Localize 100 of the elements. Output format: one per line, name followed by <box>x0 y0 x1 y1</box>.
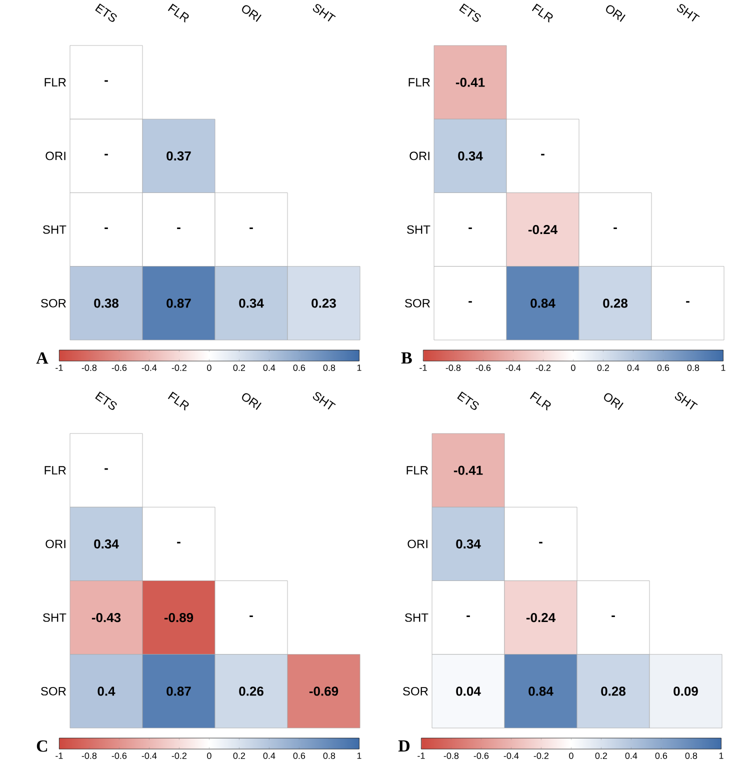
color-bar-label: -0.8 <box>444 752 459 759</box>
y-tick-label: FLR <box>44 466 66 474</box>
color-bar-label: 0.8 <box>323 752 336 759</box>
color-bar-label: -0.4 <box>142 752 157 759</box>
color-bar-label: 0.2 <box>233 364 245 371</box>
data-label: 0.34 <box>456 539 481 549</box>
color-bar-label: -0.8 <box>82 752 97 759</box>
y-tick-label: FLR <box>408 78 430 86</box>
color-bar-label: 0.6 <box>655 752 668 759</box>
y-tick-label: SOR <box>405 298 430 308</box>
data-label: -0.41 <box>456 78 485 87</box>
text: - <box>539 542 542 544</box>
color-bar-label: 0.4 <box>263 752 276 759</box>
x-tick-label: SHT <box>676 4 700 22</box>
text: D <box>398 740 410 752</box>
data-label: -0.24 <box>526 612 556 622</box>
text: - <box>468 227 472 230</box>
color-bar-label: 0.6 <box>657 364 670 371</box>
color-bar-label: 0.8 <box>323 364 336 371</box>
text: - <box>177 227 180 230</box>
x-tick-label: SHT <box>312 392 336 410</box>
data-label: 0.37 <box>166 151 191 161</box>
data-label: 0.28 <box>601 686 626 696</box>
y-tick-label: SHT <box>43 613 66 622</box>
y-tick-label: SOR <box>41 298 66 308</box>
x-tick-label: SHT <box>674 392 698 410</box>
color-bar-label: -0.6 <box>112 364 127 371</box>
text: - <box>104 468 108 470</box>
x-tick-label: SHT <box>312 4 336 22</box>
y-tick-label: FLR <box>406 466 428 474</box>
data-label: 0.84 <box>528 686 554 696</box>
y-tick-label: ORI <box>46 152 66 160</box>
color-bar-label: -0.2 <box>534 752 548 759</box>
color-bar-label: 0.6 <box>293 752 306 759</box>
y-tick-label: SOR <box>403 686 428 696</box>
color-bar-label: 0 <box>207 752 212 759</box>
y-tick-label: FLR <box>44 78 66 86</box>
data-label: 0.87 <box>166 298 191 308</box>
text: - <box>250 615 253 618</box>
color-bar-label: -1 <box>418 752 425 759</box>
y-tick-label: SHT <box>405 613 428 622</box>
data-label: 0.09 <box>674 686 698 696</box>
color-bar-label: 0.2 <box>233 752 245 759</box>
color-bar-label: -0.6 <box>112 752 127 759</box>
color-bar-label: -0.2 <box>172 752 186 759</box>
data-label: -0.41 <box>454 466 483 475</box>
color-bar-label: -1 <box>56 364 63 371</box>
color-bar-label: 0.4 <box>625 752 638 759</box>
data-label: 0.87 <box>166 686 191 696</box>
x-tick-label: ETS <box>457 391 479 410</box>
color-bar-label: 0.4 <box>627 364 640 371</box>
color-bar-label: -0.2 <box>536 364 550 371</box>
data-label: 0.34 <box>458 151 483 161</box>
color-bar-label: 1 <box>721 364 726 371</box>
y-tick-label: SHT <box>407 225 430 234</box>
x-tick-label: ETS <box>95 391 117 410</box>
text: - <box>104 154 108 156</box>
text: - <box>466 615 470 618</box>
color-bar-label: 1 <box>357 364 362 371</box>
color-bar-label: 1 <box>357 752 362 759</box>
data-label: 0.26 <box>239 686 264 696</box>
data-label: 0.28 <box>603 298 628 308</box>
text: - <box>614 227 617 230</box>
color-bar-label: 0 <box>571 364 576 371</box>
data-label: -0.24 <box>528 224 558 234</box>
x-tick-label: ETS <box>95 3 117 22</box>
color-bar-label: -1 <box>420 364 427 371</box>
color-bar-label: 0.6 <box>293 364 306 371</box>
text: - <box>686 301 690 303</box>
y-tick-label: ORI <box>410 152 430 160</box>
x-tick-label: ORI <box>606 5 626 22</box>
color-bar-label: 0 <box>207 364 212 371</box>
data-label: 0.34 <box>94 539 119 549</box>
data-label: 0.34 <box>239 298 264 308</box>
x-tick-label: ORI <box>242 393 262 410</box>
text: - <box>468 301 472 303</box>
x-tick-label: ORI <box>242 5 262 22</box>
color-bar-label: 1 <box>719 752 724 759</box>
x-tick-label: ETS <box>459 3 481 22</box>
text: B <box>401 352 412 364</box>
color-bar-label: -0.6 <box>474 752 489 759</box>
data-label: 0.04 <box>456 686 481 696</box>
x-tick-label: FLR <box>530 392 551 411</box>
color-bar-label: -0.6 <box>476 364 491 371</box>
x-tick-label: FLR <box>168 4 189 23</box>
x-tick-label: FLR <box>168 392 189 411</box>
text: - <box>104 80 108 82</box>
data-label: -0.89 <box>164 612 194 622</box>
color-bar-label: 0.2 <box>597 364 610 371</box>
data-label: 0.4 <box>98 686 116 696</box>
text: - <box>541 154 544 156</box>
color-bar-label: -0.8 <box>446 364 461 371</box>
data-label: 0.84 <box>530 298 556 308</box>
color-bar-label: -0.8 <box>82 364 97 371</box>
text: - <box>612 615 615 618</box>
data-label: -0.43 <box>92 612 121 622</box>
color-bar-label: -0.2 <box>172 364 186 371</box>
text: - <box>250 227 253 230</box>
y-tick-label: SOR <box>41 686 66 696</box>
data-label: -0.69 <box>309 686 338 696</box>
